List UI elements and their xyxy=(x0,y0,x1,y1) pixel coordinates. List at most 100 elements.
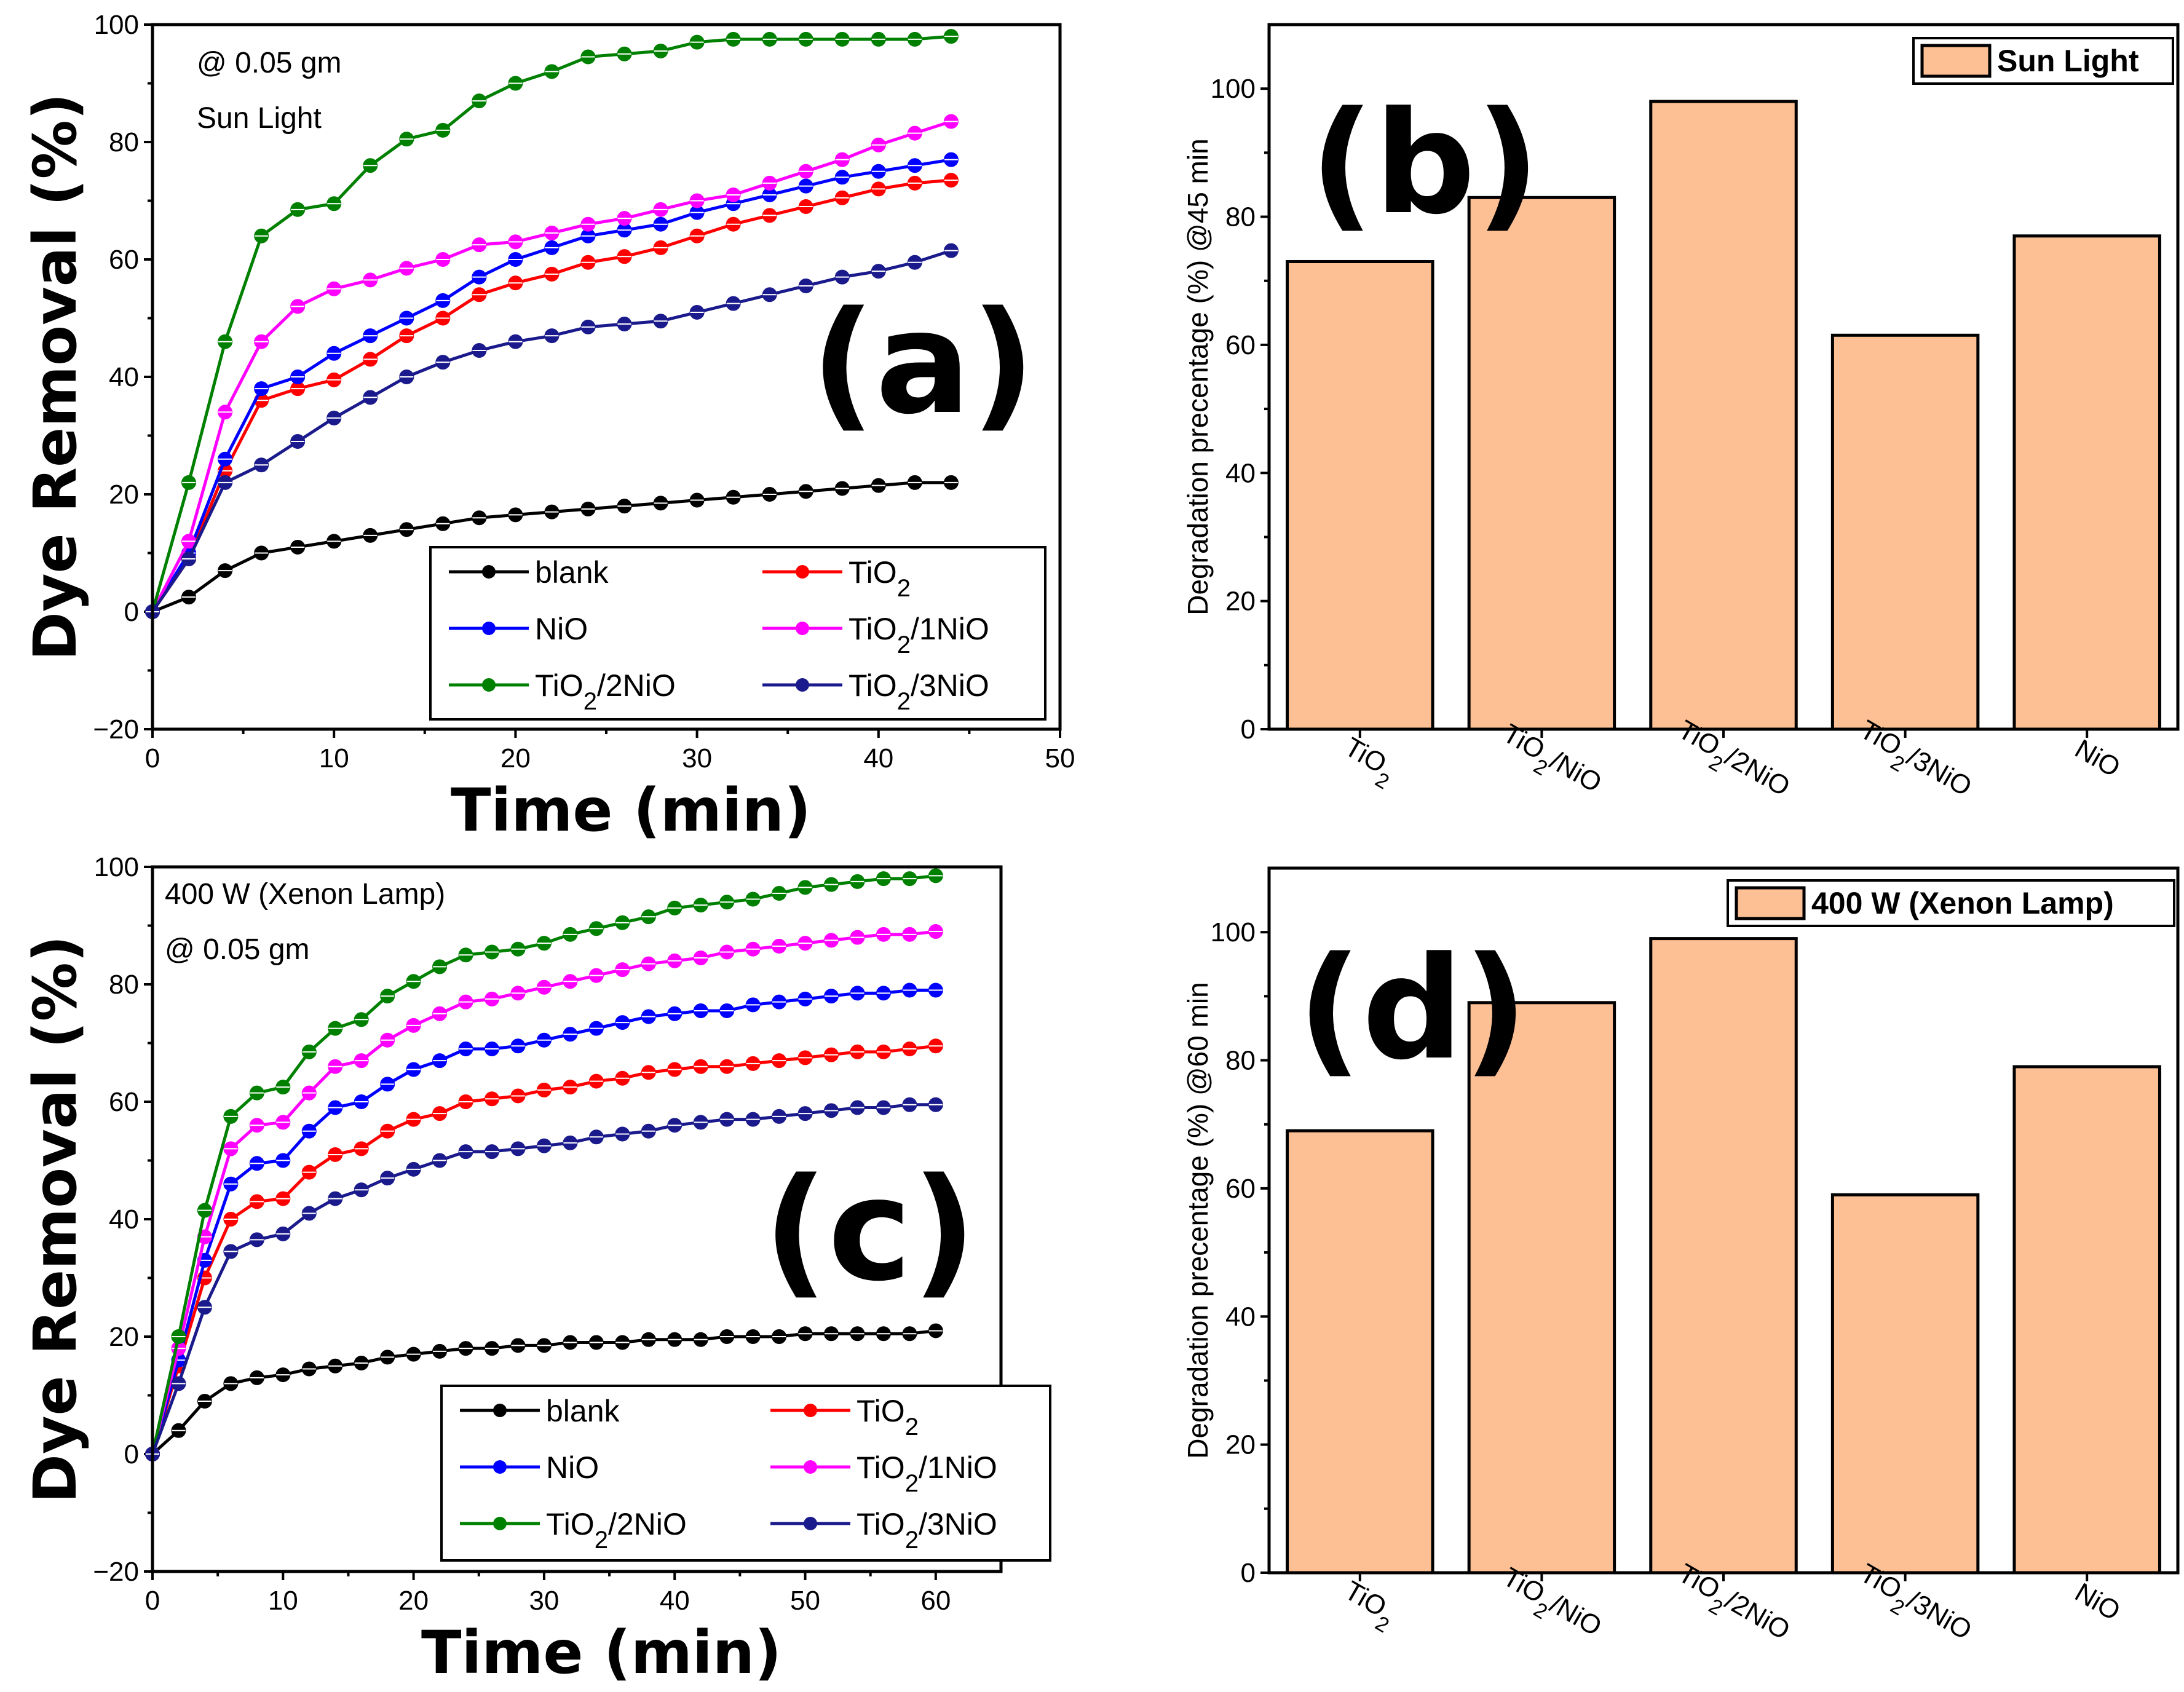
y-tick-label: 100 xyxy=(94,10,139,40)
category-label: TiO2 xyxy=(1334,732,1401,794)
label-rest: /3NiO xyxy=(1902,741,1977,802)
y-tick-label: 0 xyxy=(1241,714,1256,745)
legend-label: TiO2/2NiO xyxy=(535,668,676,715)
legend-label-rest: /3NiO xyxy=(911,668,989,703)
legend-label-rest: /1NiO xyxy=(911,612,989,646)
panel-label: (c) xyxy=(763,1148,976,1313)
panel-label: (a) xyxy=(811,282,1035,446)
legend-item: TiO2/1NiO xyxy=(762,612,989,658)
y-axis-title: Degradation precentage (%) @60 min xyxy=(1182,982,1214,1458)
legend-marker xyxy=(493,1460,507,1474)
legend-label-subscript: 2 xyxy=(897,575,911,602)
y-tick-label: 60 xyxy=(109,245,139,275)
plot-frame xyxy=(151,865,1003,1573)
y-tick-label: 60 xyxy=(1225,330,1256,360)
legend-label-main: TiO xyxy=(857,1394,905,1428)
y-tick-label: 80 xyxy=(1225,202,1256,232)
plot-frame xyxy=(151,23,1062,731)
legend-label: Sun Light xyxy=(1997,44,2139,78)
legend-label: blank xyxy=(546,1394,620,1428)
label-main: NiO xyxy=(2070,1577,2125,1626)
legend-label: TiO2/3NiO xyxy=(857,1507,997,1554)
legend-label: blank xyxy=(535,555,609,590)
legend-label-main: TiO xyxy=(849,612,897,646)
series-nio xyxy=(145,982,943,1461)
bar xyxy=(1830,1193,1980,1575)
legend: 400 W (Xenon Lamp) xyxy=(1727,879,2175,927)
legend-item: TiO2/2NiO xyxy=(449,668,676,715)
y-tick-label: 100 xyxy=(1211,74,1256,104)
bar xyxy=(1286,259,1434,731)
legend-label-main: TiO xyxy=(546,1507,595,1541)
legend-marker xyxy=(804,1460,817,1474)
legend-label-main: blank xyxy=(535,555,609,590)
legend-item: blank xyxy=(449,555,609,590)
x-tick-label: 30 xyxy=(682,743,712,773)
y-axis-title: Dye Removal (%) xyxy=(21,935,90,1503)
y-tick-label: 60 xyxy=(109,1087,139,1117)
legend-frame xyxy=(429,546,1046,721)
x-tick-label: 40 xyxy=(660,1586,690,1616)
y-tick-label: 80 xyxy=(109,970,139,1000)
legend-label-subscript: 2 xyxy=(905,1527,919,1554)
legend-swatch xyxy=(1920,44,1992,78)
legend-label-subscript: 2 xyxy=(595,1527,608,1554)
y-tick-label: 80 xyxy=(109,127,139,157)
legend-label-subscript: 2 xyxy=(897,631,911,658)
legend-label-rest: /1NiO xyxy=(919,1450,997,1485)
y-tick-label: 100 xyxy=(1211,917,1256,947)
legend-marker xyxy=(796,622,809,635)
legend-item: NiO xyxy=(460,1450,599,1485)
legend-marker xyxy=(796,678,809,692)
bar xyxy=(1649,100,1798,731)
legend-label: TiO2 xyxy=(849,555,911,602)
legend-label-main: TiO xyxy=(857,1450,905,1485)
y-tick-label: 40 xyxy=(109,1204,139,1235)
x-tick-label: 60 xyxy=(920,1586,951,1616)
legend-label-rest: /2NiO xyxy=(608,1507,687,1541)
legend-label: TiO2/1NiO xyxy=(849,612,989,658)
y-tick-label: −20 xyxy=(93,714,139,745)
x-tick-label: 50 xyxy=(1045,743,1075,773)
legend-label-main: TiO xyxy=(857,1507,905,1541)
legend-label-rest: /3NiO xyxy=(919,1507,997,1541)
label-rest: /NiO xyxy=(1545,1589,1607,1642)
annotation-text: @ 0.05 gm xyxy=(197,47,342,79)
bar xyxy=(2012,1065,2161,1575)
legend-label-rest: /2NiO xyxy=(597,668,676,703)
category-label: NiO xyxy=(2070,1577,2125,1626)
legend-frame xyxy=(440,1385,1051,1562)
legend: Sun Light xyxy=(1912,37,2174,85)
x-tick-label: 20 xyxy=(501,743,531,773)
y-tick-label: 20 xyxy=(1225,587,1256,617)
y-tick-label: 20 xyxy=(109,480,139,510)
x-tick-label: 20 xyxy=(398,1586,429,1616)
legend-label: TiO2 xyxy=(857,1394,919,1441)
series-blank xyxy=(145,475,959,619)
legend-item: blank xyxy=(460,1394,620,1428)
legend-marker xyxy=(804,1517,817,1530)
y-axis-title: Degradation precentage (%) @45 min xyxy=(1182,138,1214,615)
legend-item: TiO2/1NiO xyxy=(770,1450,997,1497)
bar xyxy=(1649,937,1798,1575)
plot-frame xyxy=(1267,866,2180,1575)
legend-marker xyxy=(804,1404,817,1417)
legend-swatch xyxy=(1735,886,1806,920)
legend-item: TiO2 xyxy=(770,1394,919,1441)
legend-label-subscript: 2 xyxy=(584,688,597,715)
category-label: TiO2/NiO xyxy=(1493,718,1607,807)
x-tick-label: 0 xyxy=(145,1586,160,1616)
legend-marker xyxy=(482,565,496,579)
legend-item: TiO2/3NiO xyxy=(762,668,989,715)
label-rest: /3NiO xyxy=(1902,1585,1977,1646)
legend-label: TiO2/3NiO xyxy=(849,668,989,715)
legend-label: 400 W (Xenon Lamp) xyxy=(1811,886,2114,920)
y-tick-label: 80 xyxy=(1225,1046,1256,1076)
panel-label: (d) xyxy=(1297,927,1528,1091)
y-tick-label: 0 xyxy=(1241,1558,1256,1588)
